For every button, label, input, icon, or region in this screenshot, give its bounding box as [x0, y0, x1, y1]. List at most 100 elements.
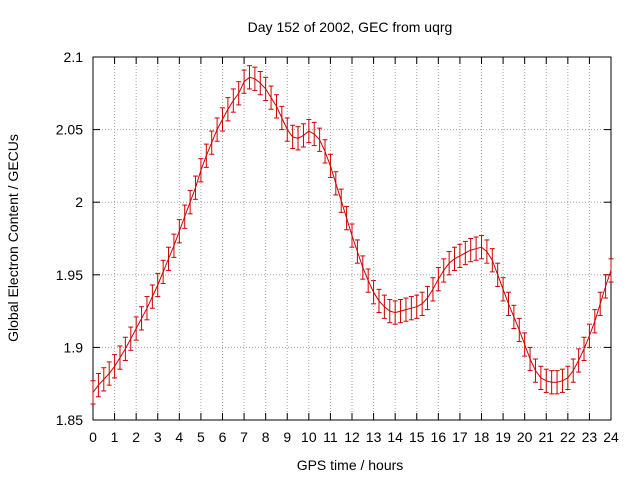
error-bar	[273, 94, 279, 119]
error-bar	[603, 274, 609, 299]
error-bar	[381, 294, 387, 319]
error-bar	[171, 233, 177, 258]
error-bar	[214, 117, 220, 142]
error-bar	[430, 277, 436, 302]
error-bar	[360, 255, 366, 280]
error-bar	[387, 298, 393, 324]
error-bar	[468, 238, 474, 263]
error-bar	[241, 69, 247, 94]
error-bar	[327, 153, 333, 179]
y-tick-label: 2.05	[56, 122, 83, 138]
error-bar	[290, 124, 296, 149]
x-tick-label: 7	[240, 429, 248, 445]
error-bar	[527, 346, 533, 372]
error-bar	[532, 358, 538, 383]
error-bar	[500, 277, 506, 302]
x-tick-label: 5	[197, 429, 205, 445]
error-bar	[95, 373, 101, 398]
x-tick-label: 20	[517, 429, 533, 445]
error-bar	[354, 239, 360, 264]
error-bar	[398, 298, 404, 324]
error-bar	[112, 354, 118, 379]
error-bar	[322, 139, 328, 164]
error-bar	[144, 296, 150, 321]
error-bar	[279, 105, 285, 131]
error-bar	[252, 66, 258, 91]
x-tick-label: 8	[262, 429, 270, 445]
error-bar	[446, 251, 452, 276]
error-bar	[295, 126, 301, 151]
error-bar	[419, 291, 425, 316]
y-tick-label: 2.1	[64, 49, 84, 65]
x-tick-label: 16	[431, 429, 447, 445]
y-axis-label: Global Electron Content / GECUs	[5, 134, 21, 342]
error-bar	[284, 117, 290, 142]
error-bar	[511, 304, 517, 330]
x-tick-label: 15	[409, 429, 425, 445]
error-bar	[311, 121, 317, 147]
x-tick-label: 10	[301, 429, 317, 445]
error-bar	[489, 248, 495, 273]
error-bar	[576, 348, 582, 373]
error-bar	[106, 361, 112, 386]
x-tick-label: 2	[132, 429, 140, 445]
error-bar	[592, 309, 598, 334]
x-tick-label: 1	[111, 429, 119, 445]
x-tick-label: 14	[387, 429, 403, 445]
x-tick-label: 22	[560, 429, 576, 445]
error-bar	[554, 370, 560, 395]
x-tick-label: 23	[582, 429, 598, 445]
error-bar	[565, 365, 571, 391]
error-bar	[246, 65, 252, 90]
error-bar	[225, 97, 231, 122]
error-bar	[435, 267, 441, 292]
error-bar	[220, 107, 225, 132]
error-bar	[538, 365, 544, 391]
error-bar	[236, 81, 242, 106]
error-bar	[198, 158, 204, 183]
error-bar	[128, 326, 134, 351]
error-bar	[457, 243, 463, 269]
error-bar	[230, 88, 236, 113]
error-bar	[187, 190, 193, 215]
error-bar	[133, 316, 139, 341]
error-bar	[182, 204, 188, 229]
x-tick-label: 3	[154, 429, 162, 445]
error-bar	[462, 240, 468, 266]
error-bar	[333, 171, 339, 196]
x-tick-label: 11	[323, 429, 338, 445]
error-bar	[300, 123, 306, 148]
error-bar	[586, 323, 592, 348]
error-bar	[117, 345, 123, 370]
axis-ticks	[92, 56, 612, 421]
x-tick-label: 12	[344, 429, 360, 445]
y-tick-labels: 1.85 1.9 1.95 2 2.05 2.1	[56, 49, 83, 428]
x-tick-label: 19	[495, 429, 511, 445]
error-bar	[425, 285, 431, 311]
x-tick-label: 0	[89, 429, 97, 445]
x-tick-label: 6	[219, 429, 227, 445]
error-bar	[122, 336, 128, 361]
x-tick-label: 24	[603, 429, 619, 445]
error-bar	[160, 259, 166, 285]
error-bar	[479, 235, 484, 260]
error-bar	[597, 291, 603, 316]
error-bar	[505, 291, 511, 316]
error-bar	[344, 206, 350, 231]
series-gec	[90, 65, 614, 405]
error-bar	[338, 188, 344, 213]
x-tick-label: 18	[474, 429, 490, 445]
grid-lines	[93, 57, 611, 420]
error-bar	[155, 272, 161, 298]
error-bar	[392, 300, 398, 325]
error-bar	[149, 284, 155, 309]
error-bar	[549, 370, 555, 395]
error-bar	[268, 85, 274, 110]
error-bar	[90, 380, 96, 405]
y-tick-label: 1.95	[56, 267, 83, 283]
error-bar	[408, 296, 414, 321]
error-bar	[203, 143, 209, 168]
error-bar	[139, 306, 145, 331]
error-bar	[317, 127, 323, 152]
